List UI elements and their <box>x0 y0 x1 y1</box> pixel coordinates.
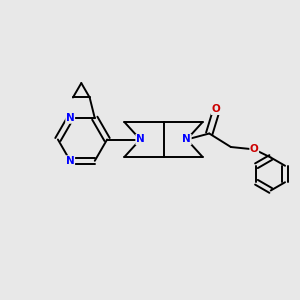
Text: N: N <box>66 113 75 123</box>
Text: N: N <box>66 156 75 166</box>
Text: N: N <box>136 134 145 145</box>
Text: O: O <box>250 144 259 154</box>
Text: O: O <box>212 104 220 115</box>
Text: N: N <box>182 134 191 145</box>
